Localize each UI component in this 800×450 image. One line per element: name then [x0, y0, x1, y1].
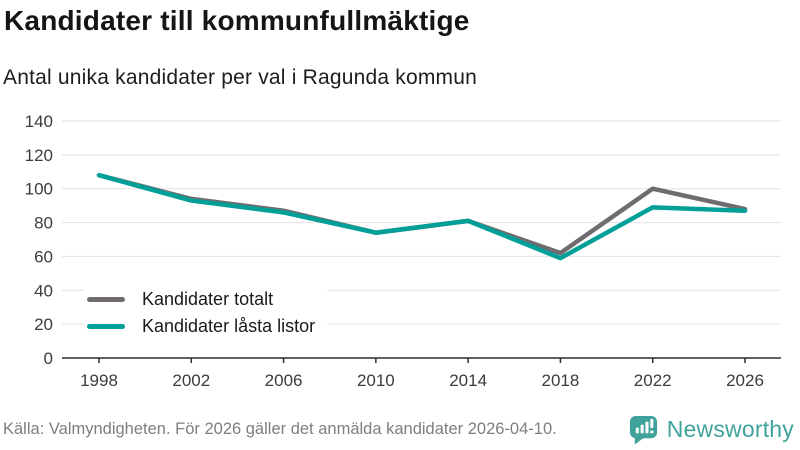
svg-text:100: 100 [25, 180, 53, 199]
svg-text:0: 0 [44, 349, 53, 368]
footer: Källa: Valmyndigheten. För 2026 gäller d… [3, 411, 794, 447]
svg-text:2022: 2022 [634, 371, 672, 390]
svg-text:2018: 2018 [542, 371, 580, 390]
svg-text:2006: 2006 [265, 371, 303, 390]
legend-swatch-totalt [87, 297, 125, 302]
svg-text:2002: 2002 [172, 371, 210, 390]
newsworthy-logo-icon [629, 415, 657, 445]
legend-label-totalt: Kandidater totalt [142, 289, 274, 309]
svg-text:80: 80 [34, 214, 53, 233]
chart-legend: Kandidater totalt Kandidater låsta listo… [84, 283, 328, 343]
newsworthy-wordmark: Newsworthy [666, 415, 794, 442]
legend-item-totalt: Kandidater totalt [87, 286, 315, 313]
svg-text:2026: 2026 [726, 371, 764, 390]
svg-text:60: 60 [34, 247, 53, 266]
svg-text:120: 120 [25, 146, 53, 165]
svg-text:2010: 2010 [357, 371, 395, 390]
svg-text:2014: 2014 [449, 371, 487, 390]
page-title: Kandidater till kommunfullmäktige [4, 5, 470, 36]
page-subtitle: Antal unika kandidater per val i Ragunda… [3, 66, 478, 89]
source-text: Källa: Valmyndigheten. För 2026 gäller d… [3, 419, 557, 438]
svg-text:140: 140 [25, 112, 53, 131]
legend-item-lasta-listor: Kandidater låsta listor [87, 313, 315, 340]
svg-text:40: 40 [34, 281, 53, 300]
legend-swatch-lasta-listor [87, 324, 125, 329]
svg-text:20: 20 [34, 315, 53, 334]
svg-text:1998: 1998 [80, 371, 118, 390]
legend-label-lasta-listor: Kandidater låsta listor [142, 316, 316, 336]
newsworthy-logo: Newsworthy [628, 414, 794, 445]
